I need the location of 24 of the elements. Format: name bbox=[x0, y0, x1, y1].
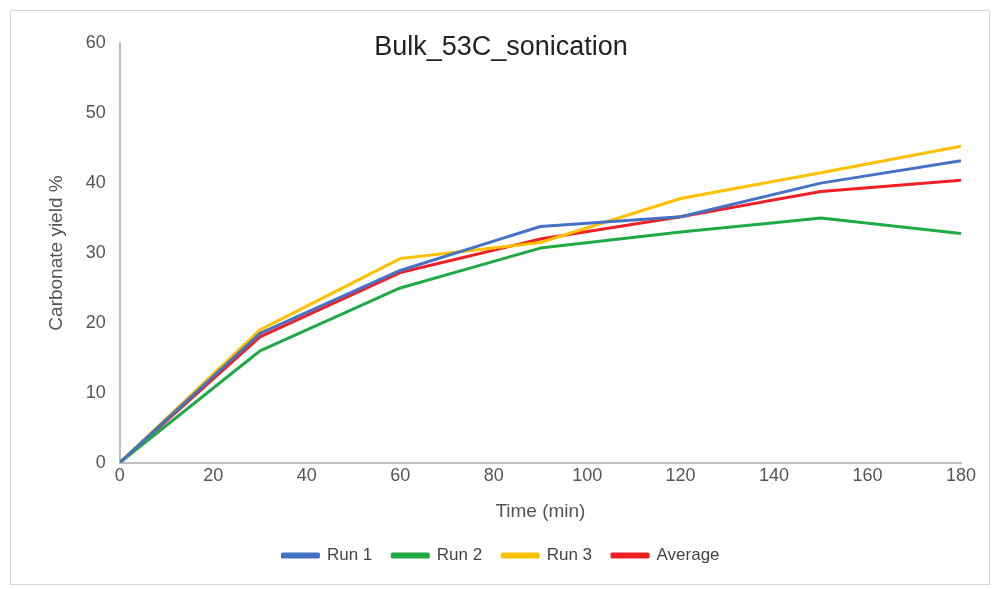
y-tick-label: 40 bbox=[85, 172, 106, 193]
x-tick-label: 60 bbox=[390, 465, 411, 486]
x-tick-label: 40 bbox=[296, 465, 317, 486]
x-tick-label: 20 bbox=[203, 465, 224, 486]
y-tick-label: 60 bbox=[85, 32, 106, 53]
chart-title: Bulk_53C_sonication bbox=[374, 30, 628, 61]
y-tick-label: 0 bbox=[95, 451, 106, 472]
x-tick-label: 180 bbox=[945, 465, 977, 486]
legend-label: Average bbox=[656, 545, 720, 565]
y-tick-label: 10 bbox=[85, 381, 106, 402]
y-tick-label: 50 bbox=[85, 102, 106, 123]
x-axis-title: Time (min) bbox=[495, 499, 586, 521]
x-tick-label: 120 bbox=[665, 465, 696, 486]
x-tick-label: 160 bbox=[852, 465, 883, 486]
legend-label: Run 2 bbox=[436, 545, 483, 565]
legend-label: Run 1 bbox=[326, 545, 373, 565]
x-tick-label: 140 bbox=[759, 465, 790, 486]
legend-label: Run 3 bbox=[546, 545, 593, 565]
x-tick-label: 100 bbox=[572, 465, 603, 486]
y-axis-title: Carbonate yield % bbox=[44, 175, 66, 331]
x-tick-label: 0 bbox=[114, 465, 125, 486]
y-tick-label: 30 bbox=[85, 241, 106, 262]
y-tick-label: 20 bbox=[85, 311, 106, 332]
x-tick-label: 80 bbox=[483, 465, 504, 486]
